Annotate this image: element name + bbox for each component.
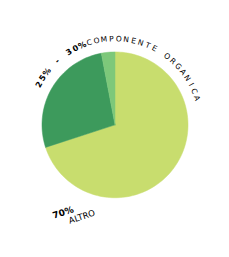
svg-text:E: E <box>130 36 137 46</box>
svg-text:G: G <box>173 61 184 72</box>
svg-text:R: R <box>168 56 178 67</box>
svg-text:N: N <box>123 35 130 45</box>
svg-text:N: N <box>182 73 193 83</box>
svg-text:I: I <box>187 81 196 87</box>
svg-text:N: N <box>137 38 145 48</box>
svg-text:A: A <box>192 94 202 102</box>
svg-text:O: O <box>116 34 122 43</box>
svg-text:E: E <box>150 43 159 53</box>
svg-text:O: O <box>162 50 173 62</box>
svg-text:ALTRO: ALTRO <box>67 208 96 226</box>
svg-text:C: C <box>189 87 200 96</box>
svg-text:3: 3 <box>64 46 74 58</box>
svg-text:A: A <box>178 67 189 77</box>
svg-text:0: 0 <box>71 43 81 54</box>
svg-text:M: M <box>100 35 108 45</box>
svg-text:2: 2 <box>33 79 45 90</box>
svg-text:P: P <box>109 34 114 43</box>
svg-text:70%: 70% <box>51 204 75 221</box>
svg-text:C: C <box>85 38 93 48</box>
svg-text:5: 5 <box>37 73 49 83</box>
svg-text:T: T <box>144 40 152 51</box>
svg-text:O: O <box>93 36 101 46</box>
svg-text:-: - <box>53 57 62 66</box>
